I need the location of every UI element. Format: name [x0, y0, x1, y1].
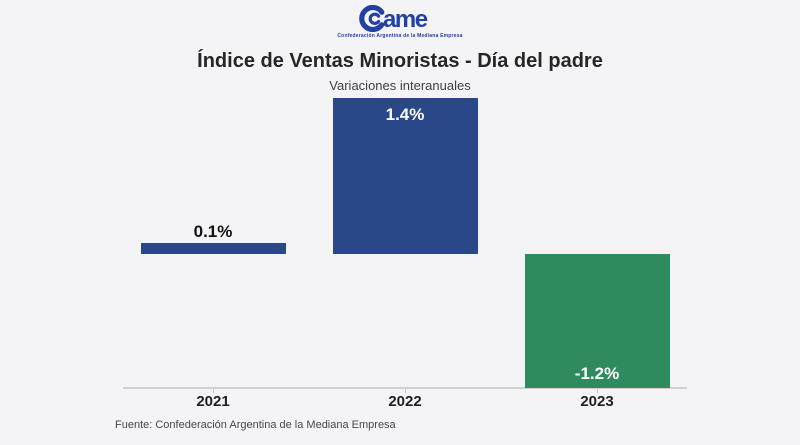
x-axis-tick	[405, 389, 406, 393]
logo-caption: Confederación Argentina de la Mediana Em…	[337, 33, 463, 39]
page-subtitle: Variaciones interanuales	[329, 78, 471, 93]
x-axis-tick	[597, 389, 598, 393]
page-title: Índice de Ventas Minoristas - Día del pa…	[197, 50, 603, 72]
x-axis-label-2023: 2023	[580, 393, 614, 410]
x-axis-label-2021: 2021	[196, 393, 230, 410]
x-axis-tick	[213, 389, 214, 393]
bar-value-label: 0.1%	[193, 221, 233, 241]
x-axis-label-2022: 2022	[388, 393, 422, 410]
bar-2022	[332, 98, 478, 254]
source-note: Fuente: Confederación Argentina de la Me…	[115, 419, 396, 431]
bar-2023	[524, 254, 670, 388]
logo-wordmark-text: ame	[383, 6, 428, 32]
bar-value-label: -1.2%	[574, 363, 620, 383]
came-logo: ame Confederación Argentina de la Median…	[290, 5, 510, 39]
bar-2021	[140, 242, 286, 254]
bar-value-label: 1.4%	[385, 105, 425, 125]
came-logo-icon: ame	[359, 5, 429, 32]
x-axis-line	[123, 387, 687, 389]
